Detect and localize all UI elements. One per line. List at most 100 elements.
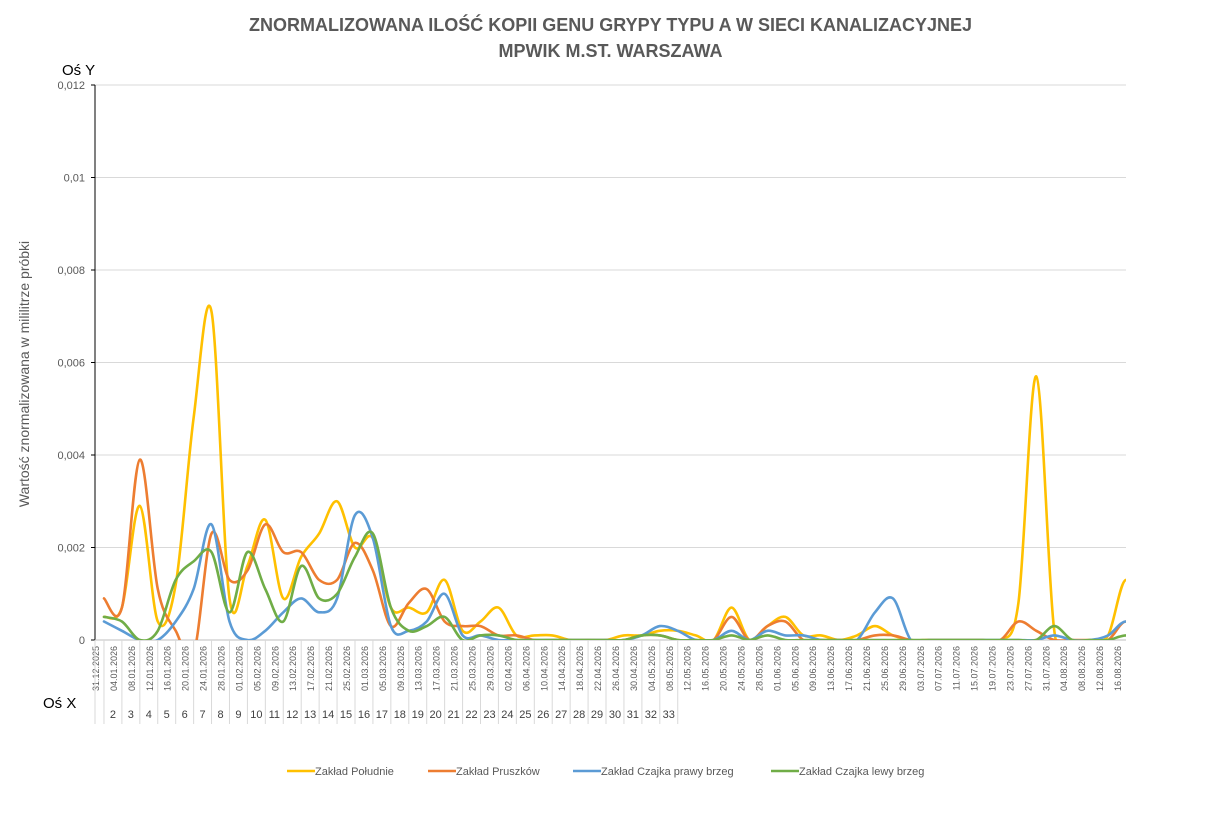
- week-label: 15: [340, 709, 352, 721]
- y-axis-label: Wartość znormalizowana w mililitrze prób…: [16, 241, 32, 507]
- legend-label: Zakład Południe: [315, 766, 394, 778]
- x-tick-label: 09.03.2026: [396, 646, 406, 691]
- week-label: 8: [217, 709, 223, 721]
- x-tick-label: 04.05.2026: [647, 646, 657, 691]
- x-tick-label: 17.02.2026: [306, 646, 316, 691]
- week-label: 32: [645, 709, 657, 721]
- x-tick-label: 30.04.2026: [629, 646, 639, 691]
- x-tick-labels: 31.12.2025 04.01.2026 08.01.2026 12.01.2026…: [91, 646, 1123, 691]
- x-tick-label: 28.01.2026: [217, 646, 227, 691]
- x-tick-label: 20.01.2026: [181, 646, 191, 691]
- y-tick-labels: 0 0,002 0,004 0,006 0,008 0,01 0,012: [57, 80, 85, 647]
- x-tick-label: 07.07.2026: [934, 646, 944, 691]
- x-tick-label: 02.04.2026: [503, 646, 513, 691]
- x-tick-label: 05.03.2026: [378, 646, 388, 691]
- y-tick-label: 0,002: [57, 543, 85, 555]
- x-tick-label: 25.06.2026: [880, 646, 890, 691]
- y-tick-label: 0: [79, 635, 85, 647]
- y-tick-label: 0,008: [57, 265, 85, 277]
- x-tick-label: 15.07.2026: [970, 646, 980, 691]
- legend-label: Zakład Czajka prawy brzeg: [601, 766, 734, 778]
- x-tick-label: 24.01.2026: [199, 646, 209, 691]
- x-tick-label: 19.07.2026: [988, 646, 998, 691]
- week-label: 22: [465, 709, 477, 721]
- x-tick-label: 16.01.2026: [163, 646, 173, 691]
- week-label: 19: [412, 709, 424, 721]
- x-tick-label: 05.02.2026: [252, 646, 262, 691]
- x-tick-label: 01.03.2026: [360, 646, 370, 691]
- y-axis-name: Oś Y: [62, 62, 95, 79]
- week-label: 12: [286, 709, 298, 721]
- chart-title: ZNORMALIZOWANA ILOŚĆ KOPII GENU GRYPY TY…: [0, 12, 1221, 64]
- x-tick-label: 28.05.2026: [754, 646, 764, 691]
- x-tick-label: 10.04.2026: [539, 646, 549, 691]
- x-tick-label: 25.02.2026: [342, 646, 352, 691]
- week-label: 27: [555, 709, 567, 721]
- x-tick-label: 21.03.2026: [450, 646, 460, 691]
- x-tick-label: 24.05.2026: [736, 646, 746, 691]
- x-tick-label: 08.05.2026: [665, 646, 675, 691]
- x-tick-label: 08.08.2026: [1077, 646, 1087, 691]
- week-label: 5: [164, 709, 170, 721]
- x-tick-label: 21.02.2026: [324, 646, 334, 691]
- week-label: 7: [200, 709, 206, 721]
- series-line-4: [102, 530, 1126, 640]
- x-tick-label: 25.03.2026: [468, 646, 478, 691]
- x-tick-label: 14.04.2026: [557, 646, 567, 691]
- week-label: 10: [250, 709, 262, 721]
- week-label: 33: [663, 709, 675, 721]
- x-tick-label: 09.02.2026: [270, 646, 280, 691]
- x-tick-label: 29.06.2026: [898, 646, 908, 691]
- x-tick-label: 04.08.2026: [1059, 646, 1069, 691]
- x-tick-label: 22.04.2026: [593, 646, 603, 691]
- x-tick-label: 12.05.2026: [683, 646, 693, 691]
- x-tick-label: 17.06.2026: [844, 646, 854, 691]
- x-tick-label: 05.06.2026: [790, 646, 800, 691]
- gridlines: [95, 84, 1126, 548]
- week-label: 14: [322, 709, 334, 721]
- y-tick-label: 0,004: [57, 450, 85, 462]
- week-label: 18: [394, 709, 406, 721]
- x-tick-label: 17.03.2026: [432, 646, 442, 691]
- x-tick-label: 20.05.2026: [719, 646, 729, 691]
- week-label: 6: [182, 709, 188, 721]
- x-tick-label: 13.03.2026: [414, 646, 424, 691]
- x-tick-label: 03.07.2026: [916, 646, 926, 691]
- week-label: 3: [128, 709, 134, 721]
- x-tick-label: 21.06.2026: [862, 646, 872, 691]
- x-tick-label: 11.07.2026: [952, 646, 962, 690]
- x-tick-label: 27.07.2026: [1023, 646, 1033, 691]
- x-tick-label: 01.06.2026: [772, 646, 782, 691]
- chart-title-line-1: ZNORMALIZOWANA ILOŚĆ KOPII GENU GRYPY TY…: [248, 15, 973, 35]
- week-label: 25: [519, 709, 531, 721]
- week-label: 11: [269, 709, 280, 721]
- x-tick-label: 04.01.2026: [109, 646, 119, 691]
- week-label: 24: [501, 709, 513, 721]
- week-label: 31: [627, 709, 639, 721]
- x-tick-label: 09.06.2026: [808, 646, 818, 691]
- x-tick-label: 12.08.2026: [1095, 646, 1105, 691]
- week-label: 2: [110, 709, 116, 721]
- x-tick-label: 01.02.2026: [234, 646, 244, 691]
- x-tick-label: 18.04.2026: [575, 646, 585, 691]
- x-tick-label: 31.12.2025: [91, 646, 101, 691]
- legend-label: Zakład Pruszków: [456, 766, 540, 778]
- week-label: 9: [235, 709, 241, 721]
- x-tick-label: 08.01.2026: [127, 646, 137, 691]
- week-label: 16: [358, 709, 370, 721]
- x-tick-label: 13.06.2026: [826, 646, 836, 691]
- week-label: 4: [146, 709, 152, 721]
- x-tick-label: 29.03.2026: [485, 646, 495, 691]
- series-line-3: [102, 510, 1126, 640]
- week-label: 26: [537, 709, 549, 721]
- x-tick-label: 16.08.2026: [1113, 646, 1123, 691]
- legend: Zakład Południe Zakład Pruszków Zakład Cza…: [287, 766, 924, 778]
- chart-title-line-2: MPWIK M.ST. WARSZAWA: [498, 41, 723, 61]
- week-label: 13: [304, 709, 316, 721]
- legend-label: Zakład Czajka lewy brzeg: [799, 766, 924, 778]
- week-label: 28: [573, 709, 585, 721]
- week-label: 30: [609, 709, 621, 721]
- y-tick-label: 0,01: [64, 173, 85, 185]
- x-tick-label: 23.07.2026: [1005, 646, 1015, 691]
